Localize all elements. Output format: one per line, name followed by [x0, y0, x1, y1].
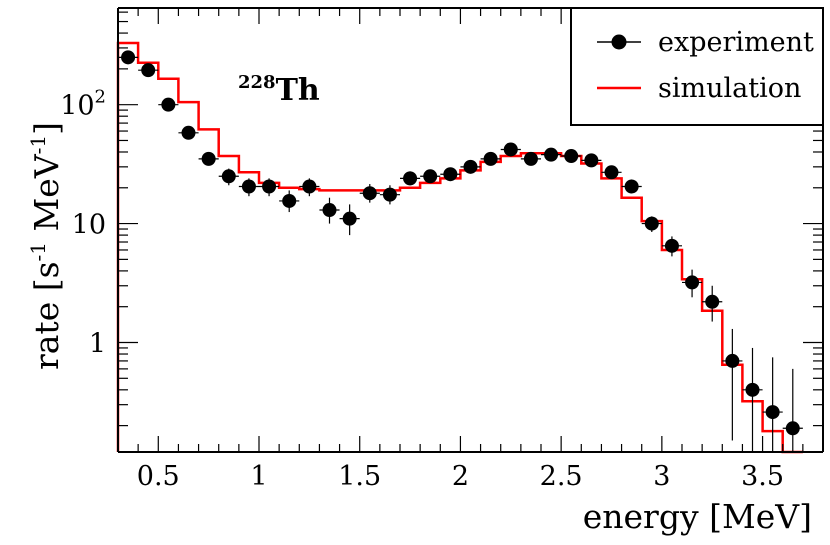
experiment-point — [581, 153, 602, 168]
experiment-marker — [221, 169, 236, 184]
isotope-annotation: 228Th — [238, 72, 320, 108]
experiment-point — [682, 269, 703, 298]
isotope-element: Th — [276, 73, 320, 108]
experiment-point — [722, 328, 743, 441]
experiment-point — [420, 169, 441, 184]
y-axis-title: rate [s-1 MeV-1] — [26, 122, 66, 370]
experiment-marker — [201, 151, 216, 166]
y-tick-label-exponent: 2 — [95, 87, 106, 108]
y-axis-title-end: ] — [27, 122, 66, 135]
experiment-point — [480, 151, 501, 166]
experiment-marker — [685, 275, 700, 290]
experiment-point — [178, 125, 199, 140]
experiment-marker — [282, 193, 297, 208]
experiment-marker — [181, 125, 196, 140]
experiment-marker — [141, 63, 156, 78]
experiment-point — [601, 165, 622, 180]
experiment-marker — [584, 153, 599, 168]
experiment-point — [500, 142, 521, 157]
experiment-point — [379, 185, 400, 205]
experiment-point — [319, 197, 340, 224]
experiment-marker — [121, 50, 136, 65]
experiment-marker — [604, 165, 619, 180]
experiment-marker — [544, 147, 559, 162]
experiment-marker — [564, 149, 579, 164]
experiment-point — [299, 178, 320, 197]
experiment-point — [238, 178, 259, 197]
experiment-marker — [423, 169, 438, 184]
experiment-point — [561, 149, 582, 164]
x-axis-title: energy [MeV] — [583, 497, 812, 536]
x-tick-label: 1.5 — [338, 461, 381, 492]
isotope-mass-number: 228 — [238, 72, 276, 93]
legend-experiment-marker — [611, 34, 627, 50]
x-tick-label: 1 — [250, 461, 267, 492]
experiment-point — [440, 167, 461, 182]
y-tick-label: 1 — [89, 329, 106, 360]
legend-box — [570, 7, 824, 126]
experiment-point — [118, 50, 139, 65]
experiment-marker — [624, 179, 639, 194]
experiment-point — [702, 285, 723, 322]
experiment-marker — [664, 238, 679, 253]
y-axis-title-exp2: -1 — [26, 135, 50, 154]
experiment-point — [541, 147, 562, 162]
y-tick-label: 10 — [72, 210, 106, 241]
y-tick-label: 102 — [60, 87, 106, 122]
y-axis-title-main: rate [s — [27, 261, 66, 370]
experiment-point — [782, 368, 803, 452]
experiment-point — [661, 236, 682, 257]
experiment-point — [400, 171, 421, 186]
experiment-marker — [483, 151, 498, 166]
experiment-marker — [503, 142, 518, 157]
legend-simulation-label: simulation — [658, 73, 801, 104]
experiment-point — [158, 97, 179, 112]
experiment-marker — [241, 179, 256, 194]
experiment-marker — [403, 171, 418, 186]
experiment-marker — [322, 203, 337, 218]
y-axis-title-exp1: -1 — [26, 242, 50, 261]
experiment-point — [520, 151, 541, 166]
x-tick-label: 2 — [452, 461, 469, 492]
experiment-point — [641, 216, 662, 232]
experiment-points-layer — [118, 50, 803, 452]
experiment-marker — [362, 186, 377, 201]
x-tick-label: 3 — [653, 461, 670, 492]
experiment-marker — [745, 382, 760, 397]
legend: experiment simulation — [570, 7, 824, 126]
legend-experiment-label: experiment — [658, 27, 814, 58]
experiment-point — [460, 159, 481, 174]
experiment-marker — [302, 179, 317, 194]
y-tick-label-base: 10 — [60, 91, 94, 122]
experiment-marker — [342, 211, 357, 226]
experiment-marker — [443, 167, 458, 182]
experiment-point — [762, 357, 783, 452]
x-tick-label: 3.5 — [741, 461, 784, 492]
x-tick-label: 0.5 — [137, 461, 180, 492]
experiment-point — [359, 184, 380, 203]
experiment-marker — [161, 97, 176, 112]
experiment-marker — [765, 405, 780, 420]
experiment-point — [259, 178, 280, 197]
experiment-point — [138, 63, 159, 78]
experiment-point — [198, 151, 219, 166]
experiment-point — [339, 204, 360, 236]
x-tick-label: 2.5 — [540, 461, 583, 492]
experiment-marker — [463, 159, 478, 174]
experiment-marker — [644, 216, 659, 231]
y-axis-title-mid: MeV — [27, 153, 66, 242]
experiment-point — [621, 179, 642, 194]
experiment-marker — [262, 179, 277, 194]
experiment-point — [218, 168, 239, 186]
experiment-point — [742, 347, 763, 452]
experiment-marker — [725, 353, 740, 368]
experiment-marker — [785, 421, 800, 436]
experiment-marker — [382, 187, 397, 202]
experiment-marker — [705, 294, 720, 309]
experiment-point — [279, 190, 300, 213]
experiment-marker — [523, 151, 538, 166]
